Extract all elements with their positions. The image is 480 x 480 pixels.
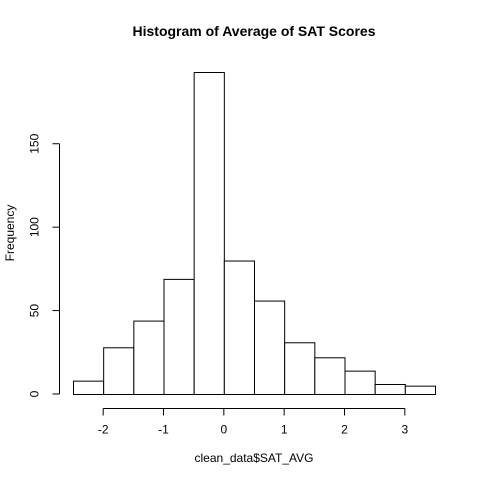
histogram-bar — [133, 320, 165, 395]
histogram-bar — [254, 300, 286, 395]
histogram-bar — [223, 260, 255, 395]
histogram-bar — [163, 278, 195, 395]
y-axis-label: Frequency — [3, 205, 17, 262]
x-tick-label: 0 — [220, 423, 227, 437]
chart-title: Histogram of Average of SAT Scores — [133, 23, 376, 39]
x-tick-label: -1 — [158, 423, 169, 437]
y-tick-label: 50 — [28, 304, 42, 318]
x-tick-label: -2 — [98, 423, 109, 437]
x-tick-label: 1 — [281, 423, 288, 437]
y-axis: 0 50 100 150 — [28, 133, 60, 397]
histogram-bar — [344, 370, 376, 395]
histogram-bar — [314, 357, 346, 396]
histogram-bar — [103, 347, 135, 395]
histogram-bar — [284, 342, 316, 395]
x-axis: -2 -1 0 1 2 3 — [98, 408, 408, 437]
histogram-bar — [73, 380, 105, 396]
histogram-bar — [404, 385, 437, 395]
y-tick-label: 150 — [28, 133, 42, 153]
y-tick-label: 0 — [28, 390, 42, 397]
histogram-bars — [73, 72, 437, 396]
histogram-bar — [374, 383, 406, 395]
x-tick-label: 2 — [341, 423, 348, 437]
histogram-bar — [193, 72, 225, 395]
x-tick-label: 3 — [401, 423, 408, 437]
x-axis-label: clean_data$SAT_AVG — [195, 451, 314, 465]
y-tick-label: 100 — [28, 217, 42, 237]
